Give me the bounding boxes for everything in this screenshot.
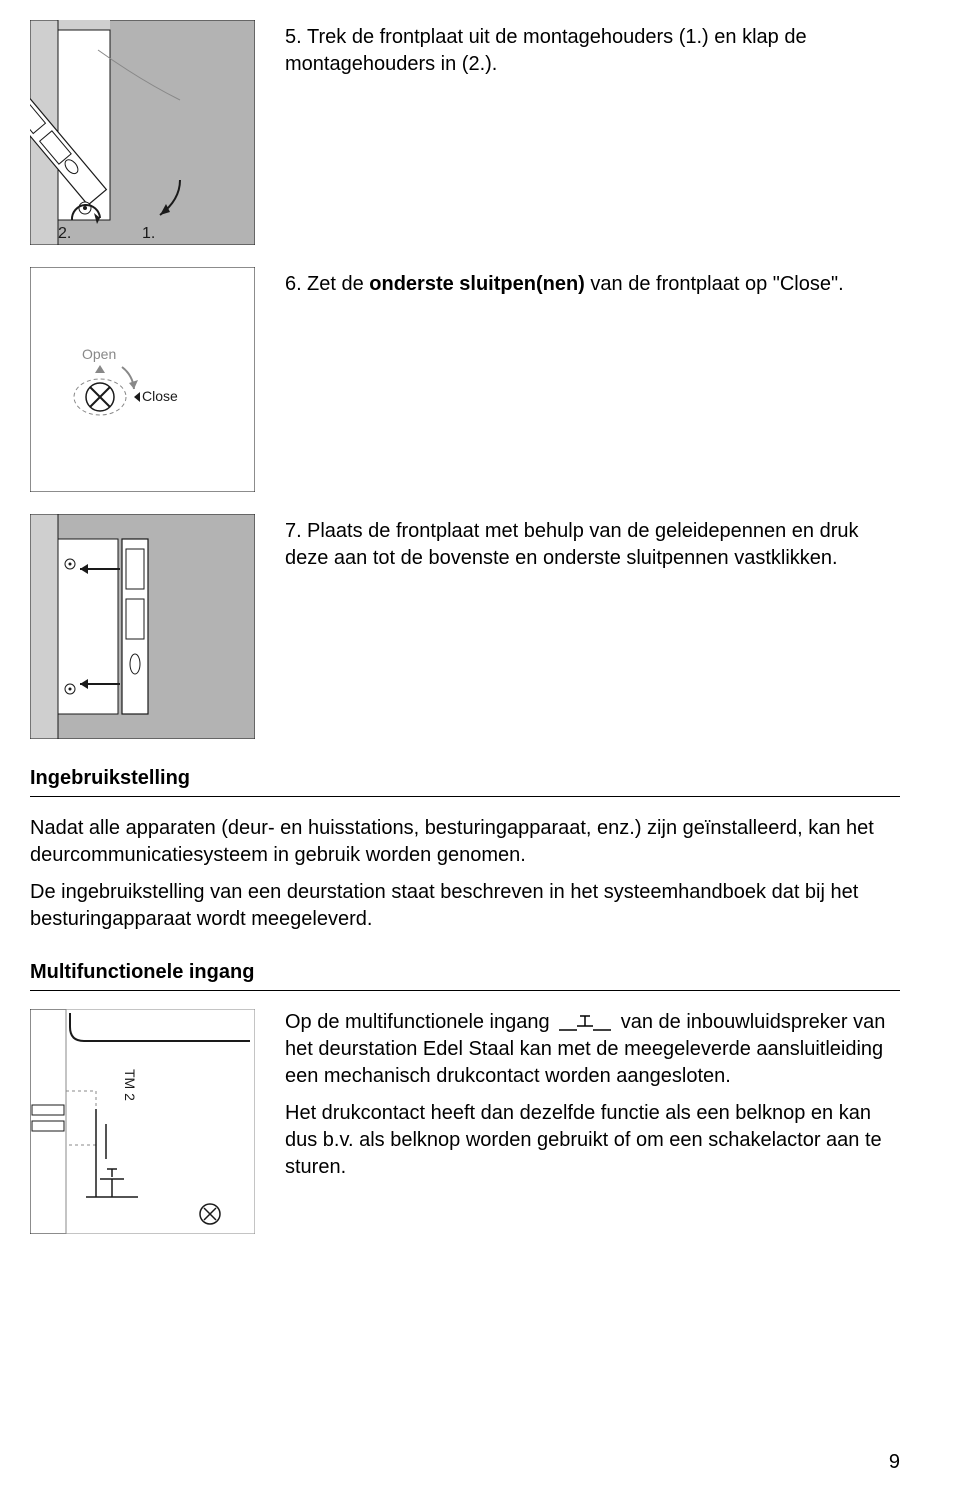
step7-num: 7. xyxy=(285,518,307,545)
step5-text: 5.Trek de frontplaat uit de montagehoude… xyxy=(285,20,900,78)
step6-text: 6.Zet de onderste sluitpen(nen) van de f… xyxy=(285,267,900,298)
figure-mf: TM 2 xyxy=(30,1009,255,1234)
figure-step6: Open Close xyxy=(30,267,255,492)
fig2-open-label: Open xyxy=(82,346,116,362)
ingebruik-p1: Nadat alle apparaten (deur- en huisstati… xyxy=(30,815,900,869)
section-ingebruikstelling-heading: Ingebruikstelling xyxy=(30,767,900,797)
push-switch-icon xyxy=(555,1010,615,1036)
step5-num: 5. xyxy=(285,24,307,51)
step6-body-bold: onderste sluitpen(nen) xyxy=(369,273,585,295)
mf-p1-a: Op de multifunctionele ingang xyxy=(285,1011,555,1033)
step7-text: 7.Plaats de frontplaat met behulp van de… xyxy=(285,514,900,572)
mf-row: TM 2 Op de multifunctionele ingang xyxy=(30,1009,900,1234)
page-number: 9 xyxy=(889,1451,900,1474)
fig1-label-1: 1. xyxy=(142,225,155,242)
mf-text: Op de multifunctionele ingang van de inb… xyxy=(285,1009,900,1191)
figure-step5: 2. 1. xyxy=(30,20,255,245)
mf-p2: Het drukcontact heeft dan dezelfde funct… xyxy=(285,1100,900,1181)
ingebruik-p2: De ingebruikstelling van een deurstation… xyxy=(30,879,900,933)
step6-row: Open Close 6.Zet de onderste sluitpen(ne… xyxy=(30,267,900,492)
section-mf-heading: Multifunctionele ingang xyxy=(30,961,900,991)
step6-num: 6. xyxy=(285,271,307,298)
step5-row: 2. 1. 5.Trek de frontplaat uit de montag… xyxy=(30,20,900,245)
step6-body-a: Zet de xyxy=(307,273,369,295)
figure-step7 xyxy=(30,514,255,739)
step6-body-b: van de frontplaat op "Close". xyxy=(585,273,844,295)
mf-fig-label: TM 2 xyxy=(122,1069,138,1101)
step5-body: Trek de frontplaat uit de montagehouders… xyxy=(285,26,807,75)
step7-row: 7.Plaats de frontplaat met behulp van de… xyxy=(30,514,900,739)
step7-body: Plaats de frontplaat met behulp van de g… xyxy=(285,520,859,569)
fig1-label-2: 2. xyxy=(58,225,71,242)
fig2-close-label: Close xyxy=(142,388,178,404)
